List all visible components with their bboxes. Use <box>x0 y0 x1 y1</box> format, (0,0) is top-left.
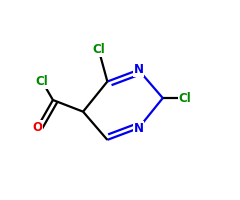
Text: N: N <box>133 122 144 135</box>
Text: Cl: Cl <box>92 43 105 56</box>
Text: Cl: Cl <box>36 75 48 88</box>
Text: N: N <box>133 63 144 76</box>
Text: O: O <box>32 121 42 134</box>
Text: Cl: Cl <box>179 92 192 105</box>
